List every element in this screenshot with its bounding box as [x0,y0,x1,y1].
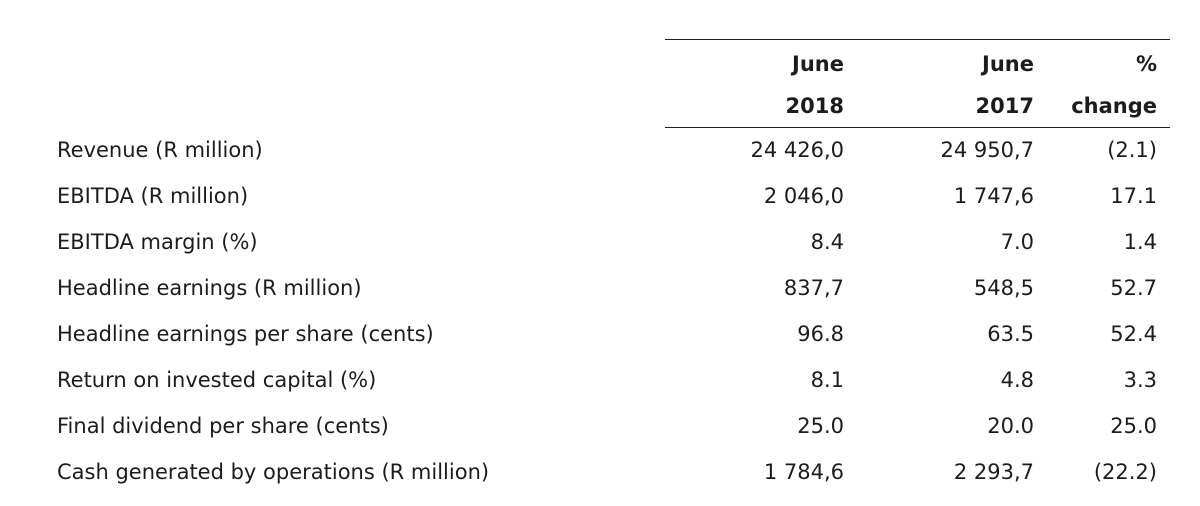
table-row: Return on invested capital (%) 8.1 4.8 3… [0,365,1200,395]
header-top-rule [665,39,1170,40]
value-2017: 4.8 [1000,368,1034,392]
value-2017: 63.5 [987,322,1034,346]
table-row: EBITDA (R million) 2 046,0 1 747,6 17.1 [0,181,1200,211]
row-label: EBITDA margin (%) [57,230,258,254]
column-header-change-label: change [1071,94,1157,118]
value-2017: 548,5 [973,276,1034,300]
value-2018: 96.8 [797,322,844,346]
percent-change: (2.1) [1107,138,1157,162]
value-2018: 8.4 [810,230,844,254]
row-label: EBITDA (R million) [57,184,249,208]
value-2018: 25.0 [797,414,844,438]
percent-change: 52.7 [1110,276,1157,300]
percent-change: 25.0 [1110,414,1157,438]
percent-change: 17.1 [1110,184,1157,208]
value-2017: 2 293,7 [953,460,1034,484]
row-label: Headline earnings (R million) [57,276,362,300]
row-label: Return on invested capital (%) [57,368,377,392]
table-row: EBITDA margin (%) 8.4 7.0 1.4 [0,227,1200,257]
value-2017: 20.0 [987,414,1034,438]
row-label: Headline earnings per share (cents) [57,322,434,346]
table-row: Headline earnings per share (cents) 96.8… [0,319,1200,349]
percent-change: 3.3 [1123,368,1157,392]
value-2018: 1 784,6 [763,460,844,484]
column-header-2017-year: 2017 [975,94,1034,118]
value-2017: 7.0 [1000,230,1034,254]
row-label: Cash generated by operations (R million) [57,460,490,484]
table-row: Cash generated by operations (R million)… [0,457,1200,487]
column-header-2017-month: June [982,52,1034,76]
column-header-2018-year: 2018 [785,94,844,118]
table-row: Final dividend per share (cents) 25.0 20… [0,411,1200,441]
percent-change: 1.4 [1123,230,1157,254]
column-header-2018-month: June [792,52,844,76]
percent-change: (22.2) [1093,460,1157,484]
percent-change: 52.4 [1110,322,1157,346]
value-2018: 8.1 [810,368,844,392]
value-2018: 837,7 [783,276,844,300]
column-header-change-symbol: % [1135,52,1157,76]
value-2017: 1 747,6 [953,184,1034,208]
value-2018: 24 426,0 [750,138,844,162]
value-2017: 24 950,7 [940,138,1034,162]
table-row: Revenue (R million) 24 426,0 24 950,7 (2… [0,135,1200,165]
row-label: Final dividend per share (cents) [57,414,389,438]
value-2018: 2 046,0 [763,184,844,208]
table-row: Headline earnings (R million) 837,7 548,… [0,273,1200,303]
row-label: Revenue (R million) [57,138,263,162]
header-bottom-rule [665,127,1170,128]
